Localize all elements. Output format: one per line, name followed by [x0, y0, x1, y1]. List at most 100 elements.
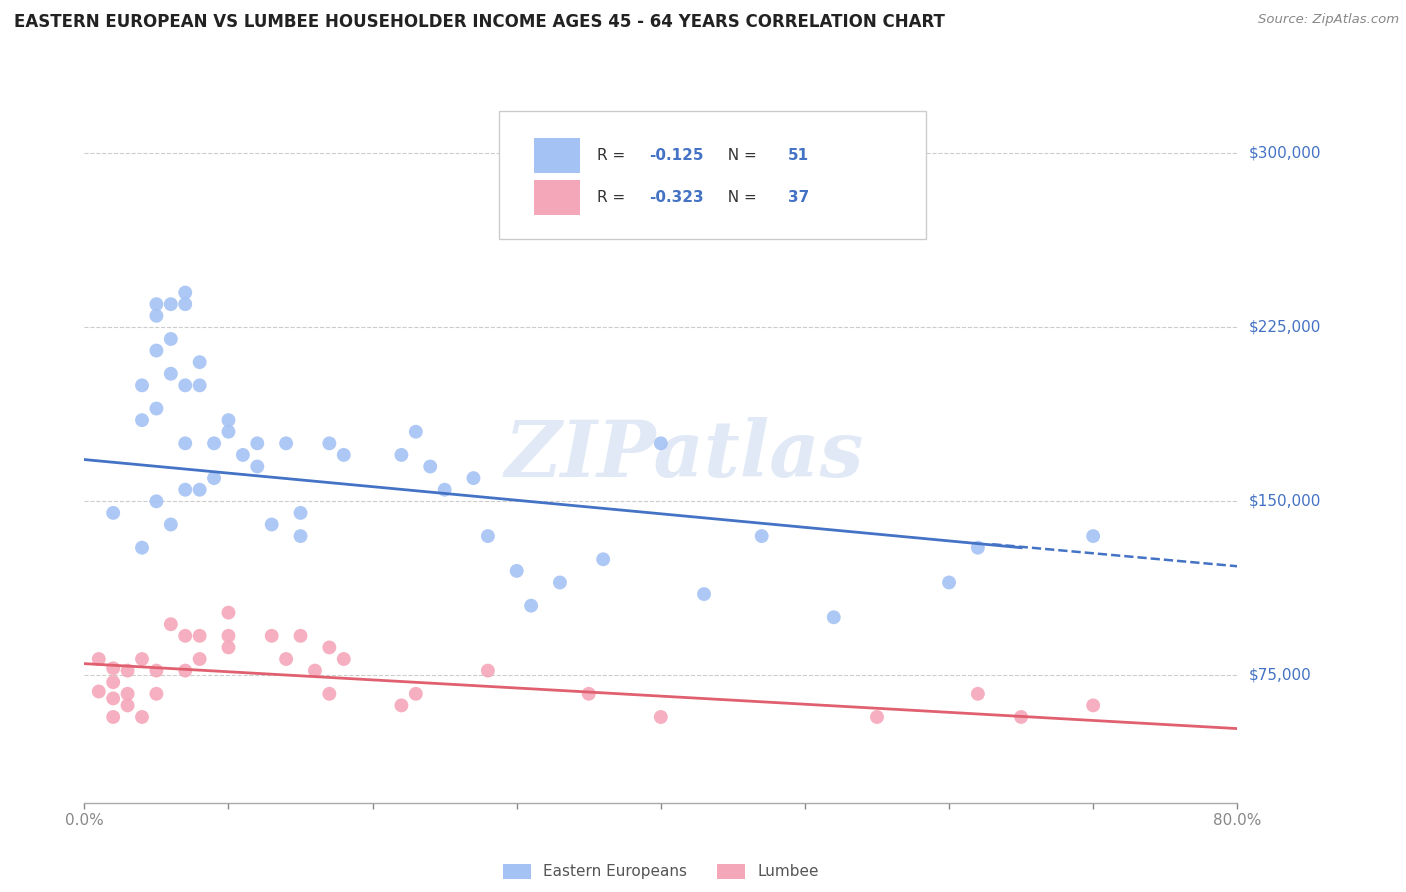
Point: [318, 640, 340, 655]
Point: [592, 552, 614, 566]
Point: [160, 332, 183, 346]
Point: [87, 652, 110, 666]
Point: [506, 564, 529, 578]
Text: R =: R =: [598, 190, 630, 205]
Point: [1081, 529, 1104, 543]
Point: [246, 459, 269, 474]
Point: [751, 529, 773, 543]
Text: EASTERN EUROPEAN VS LUMBEE HOUSEHOLDER INCOME AGES 45 - 64 YEARS CORRELATION CHA: EASTERN EUROPEAN VS LUMBEE HOUSEHOLDER I…: [14, 13, 945, 31]
FancyBboxPatch shape: [499, 111, 927, 239]
Text: $75,000: $75,000: [1249, 668, 1312, 682]
Point: [174, 436, 197, 450]
Point: [103, 675, 124, 690]
Point: [274, 652, 298, 666]
Point: [548, 575, 571, 590]
Point: [866, 710, 889, 724]
Point: [174, 297, 197, 311]
FancyBboxPatch shape: [534, 180, 581, 215]
Point: [405, 425, 427, 439]
Point: [318, 687, 340, 701]
Point: [174, 483, 197, 497]
Point: [477, 529, 499, 543]
Point: [217, 425, 239, 439]
Point: [145, 494, 167, 508]
Point: [174, 629, 197, 643]
FancyBboxPatch shape: [534, 138, 581, 173]
Point: [290, 529, 312, 543]
Point: [217, 606, 239, 620]
Point: [578, 687, 600, 701]
Point: [145, 664, 167, 678]
Point: [103, 661, 124, 675]
Point: [1081, 698, 1104, 713]
Text: ZIPatlas: ZIPatlas: [505, 417, 863, 493]
Point: [332, 448, 354, 462]
Point: [1010, 710, 1032, 724]
Point: [174, 378, 197, 392]
Text: 51: 51: [787, 148, 808, 163]
Point: [477, 664, 499, 678]
Point: [463, 471, 485, 485]
Point: [131, 652, 153, 666]
Point: [650, 710, 672, 724]
Point: [217, 413, 239, 427]
Point: [260, 517, 283, 532]
Point: [246, 436, 269, 450]
Point: [318, 436, 340, 450]
Point: [188, 629, 211, 643]
Point: [160, 367, 183, 381]
Point: [274, 436, 298, 450]
Point: [217, 629, 239, 643]
Point: [174, 664, 197, 678]
Point: [103, 506, 124, 520]
Text: N =: N =: [718, 148, 762, 163]
Point: [967, 541, 990, 555]
Point: [202, 436, 225, 450]
Text: $300,000: $300,000: [1249, 146, 1320, 161]
Point: [260, 629, 283, 643]
Point: [145, 401, 167, 416]
Legend: Eastern Europeans, Lumbee: Eastern Europeans, Lumbee: [496, 857, 825, 886]
Point: [145, 687, 167, 701]
Point: [188, 483, 211, 497]
Text: N =: N =: [718, 190, 762, 205]
Point: [433, 483, 456, 497]
Point: [103, 691, 124, 706]
Point: [217, 640, 239, 655]
Text: -0.125: -0.125: [650, 148, 704, 163]
Point: [117, 664, 139, 678]
Point: [232, 448, 254, 462]
Point: [131, 541, 153, 555]
Text: $150,000: $150,000: [1249, 494, 1320, 508]
Text: $225,000: $225,000: [1249, 320, 1320, 334]
Point: [160, 617, 183, 632]
Point: [332, 652, 354, 666]
Point: [938, 575, 960, 590]
Point: [290, 506, 312, 520]
Text: 37: 37: [787, 190, 808, 205]
Point: [131, 413, 153, 427]
Point: [174, 285, 197, 300]
Point: [160, 517, 183, 532]
Point: [160, 297, 183, 311]
Point: [650, 436, 672, 450]
Point: [391, 448, 413, 462]
Point: [145, 309, 167, 323]
Point: [202, 471, 225, 485]
Point: [419, 459, 441, 474]
Point: [188, 355, 211, 369]
Point: [520, 599, 543, 613]
Point: [117, 698, 139, 713]
Text: Source: ZipAtlas.com: Source: ZipAtlas.com: [1258, 13, 1399, 27]
Point: [103, 710, 124, 724]
Point: [131, 378, 153, 392]
Text: -0.323: -0.323: [650, 190, 704, 205]
Point: [188, 652, 211, 666]
Point: [290, 629, 312, 643]
Point: [405, 687, 427, 701]
Point: [145, 343, 167, 358]
Point: [131, 710, 153, 724]
Point: [145, 297, 167, 311]
Text: R =: R =: [598, 148, 630, 163]
Point: [823, 610, 845, 624]
